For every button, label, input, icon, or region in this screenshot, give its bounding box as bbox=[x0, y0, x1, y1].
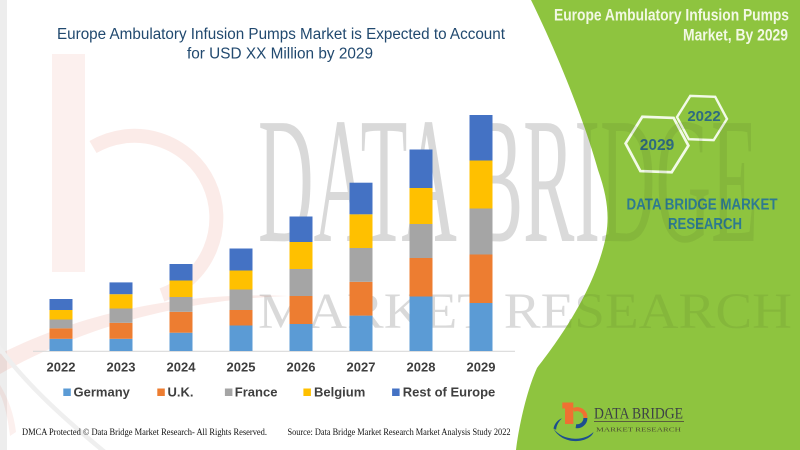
svg-text:2026: 2026 bbox=[287, 360, 316, 375]
svg-text:RESEARCH: RESEARCH bbox=[668, 216, 742, 233]
svg-text:2023: 2023 bbox=[107, 360, 136, 375]
svg-text:Europe Ambulatory Infusion Pum: Europe Ambulatory Infusion Pumps Market … bbox=[57, 26, 506, 43]
svg-text:2029: 2029 bbox=[467, 360, 496, 375]
svg-text:2022: 2022 bbox=[687, 108, 720, 125]
svg-text:Market, By 2029: Market, By 2029 bbox=[683, 26, 788, 44]
svg-text:Rest of Europe: Rest of Europe bbox=[403, 385, 495, 400]
svg-text:Europe Ambulatory Infusion Pum: Europe Ambulatory Infusion Pumps bbox=[554, 7, 789, 25]
svg-text:2029: 2029 bbox=[640, 137, 675, 154]
svg-text:2028: 2028 bbox=[407, 360, 436, 375]
svg-text:MARKET RESEARCH: MARKET RESEARCH bbox=[596, 427, 681, 434]
svg-text:2025: 2025 bbox=[227, 360, 256, 375]
svg-text:MARKET RESEARCH: MARKET RESEARCH bbox=[258, 284, 792, 340]
svg-text:DATA BRIDGE: DATA BRIDGE bbox=[258, 81, 758, 280]
svg-text:for USD XX Million by 2029: for USD XX Million by 2029 bbox=[187, 45, 373, 62]
svg-text:DATA BRIDGE: DATA BRIDGE bbox=[594, 406, 683, 423]
svg-text:Source: Data Bridge Market Res: Source: Data Bridge Market Research Mark… bbox=[288, 427, 511, 437]
svg-text:2022: 2022 bbox=[47, 360, 76, 375]
svg-text:MARKET RESEARCH: MARKET RESEARCH bbox=[258, 284, 792, 340]
svg-text:Germany: Germany bbox=[74, 385, 131, 400]
svg-text:DATA BRIDGE: DATA BRIDGE bbox=[258, 81, 758, 280]
svg-text:2027: 2027 bbox=[347, 360, 376, 375]
svg-text:Belgium: Belgium bbox=[314, 385, 365, 400]
svg-text:U.K.: U.K. bbox=[168, 385, 194, 400]
svg-text:2024: 2024 bbox=[167, 360, 197, 375]
svg-text:DMCA Protected © Data Bridge M: DMCA Protected © Data Bridge Market Rese… bbox=[22, 427, 267, 437]
svg-text:France: France bbox=[235, 385, 278, 400]
svg-text:DATA BRIDGE MARKET: DATA BRIDGE MARKET bbox=[627, 197, 778, 214]
